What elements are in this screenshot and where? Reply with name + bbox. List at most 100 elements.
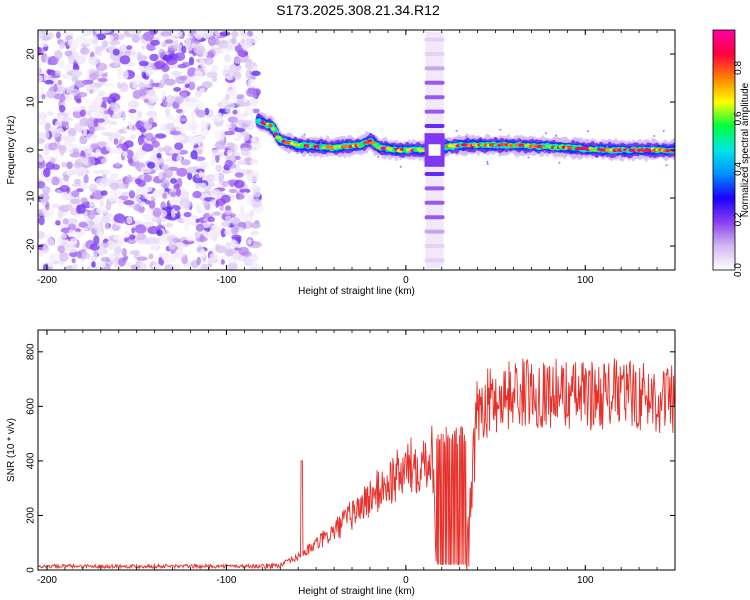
noise-blob	[51, 176, 60, 186]
noise-blob	[41, 93, 46, 100]
noise-blob	[241, 120, 252, 125]
noise-blob	[250, 137, 258, 143]
band-core	[672, 149, 675, 153]
noise-blob	[147, 236, 156, 245]
noise-blob	[170, 191, 177, 198]
noise-blob	[204, 57, 214, 66]
noise-blob	[68, 218, 78, 224]
noise-blob	[165, 265, 172, 270]
noise-blob	[109, 147, 115, 155]
noise-blob	[161, 179, 170, 189]
noise-blob	[234, 172, 244, 178]
noise-blob	[57, 58, 65, 69]
noise-blob	[128, 234, 136, 240]
noise-blob	[219, 205, 224, 212]
noise-blob	[131, 34, 140, 43]
noise-blob	[127, 30, 138, 35]
noise-blob	[199, 127, 210, 137]
noise-blob	[240, 38, 246, 45]
noise-blob	[128, 108, 137, 114]
noise-blob	[173, 52, 186, 61]
comb-line	[424, 66, 445, 71]
noise-blob	[80, 43, 90, 48]
noise-blob	[42, 36, 52, 41]
noise-blob	[121, 81, 127, 89]
noise-blob	[249, 97, 259, 107]
noise-blob	[194, 70, 203, 81]
noise-blob	[69, 83, 75, 91]
heatmap-xtick-label: 0	[403, 275, 409, 286]
heatmap-frame	[37, 29, 676, 271]
noise-blob	[101, 158, 107, 165]
noise-blob	[160, 31, 172, 37]
noise-blob	[170, 208, 176, 218]
speck	[662, 129, 665, 132]
noise-blob	[126, 174, 133, 184]
noise-blob	[165, 122, 176, 130]
noise-blob	[69, 238, 78, 246]
noise-blob	[199, 233, 205, 242]
noise-blob	[237, 50, 249, 58]
snr-ytick-label: 200	[26, 507, 37, 524]
noise-blob	[63, 245, 69, 252]
comb-line	[424, 229, 445, 234]
heatmap-ytick-label: -20	[26, 238, 37, 253]
noise-blob	[226, 89, 235, 94]
speck	[486, 162, 489, 165]
noise-blob	[250, 230, 260, 236]
colorbar-tick-label: 0.0	[733, 263, 744, 277]
noise-blob	[50, 157, 56, 164]
noise-blob	[221, 168, 232, 174]
noise-blob	[224, 159, 233, 168]
noise-blob	[218, 112, 223, 123]
noise-blob	[234, 155, 241, 160]
noise-blob	[226, 75, 234, 81]
snr-xtick-label: -100	[216, 575, 236, 586]
noise-blob	[68, 55, 75, 65]
noise-blob	[148, 200, 156, 209]
noise-blob	[38, 47, 42, 56]
speck	[587, 130, 590, 133]
noise-blob	[171, 118, 181, 124]
noise-blob	[136, 232, 147, 241]
noise-blob	[221, 220, 231, 228]
noise-blob	[150, 243, 159, 250]
noise-blob	[42, 207, 55, 218]
noise-blob	[152, 263, 162, 270]
colorbar: 0.0 0.2 0.4 0.6 0.8 Normalized spectral ampli…	[712, 29, 750, 277]
noise-blob	[169, 130, 182, 136]
noise-blob	[195, 109, 206, 118]
snr-series-line	[38, 358, 675, 570]
speck	[293, 150, 296, 153]
noise-blob	[173, 183, 180, 190]
noise-blob	[149, 94, 159, 103]
noise-blob	[89, 101, 98, 108]
noise-blob	[130, 49, 139, 59]
band-core	[564, 146, 569, 150]
speck	[303, 133, 306, 136]
chart-title: S173.2025.308.21.34.R12	[276, 2, 440, 18]
noise-blob	[89, 204, 96, 209]
noise-blob	[197, 148, 203, 155]
noise-blob	[211, 64, 218, 72]
noise-blob	[127, 100, 140, 109]
noise-blob	[92, 35, 99, 44]
noise-blob	[219, 102, 228, 107]
band-core	[553, 146, 558, 150]
noise-blob	[251, 34, 259, 44]
noise-blob	[238, 180, 243, 188]
comb-line	[424, 80, 445, 85]
noise-blob	[215, 48, 225, 55]
noise-blob	[97, 90, 106, 97]
speck	[545, 132, 547, 135]
noise-blob	[248, 210, 254, 217]
noise-blob	[54, 50, 63, 59]
noise-blob	[221, 181, 230, 188]
band-core	[292, 143, 297, 147]
noise-blob	[158, 171, 163, 180]
noise-blob	[82, 126, 88, 137]
noise-blob	[66, 110, 72, 116]
noise-blob	[119, 136, 126, 141]
noise-blob	[174, 96, 184, 104]
noise-blob	[185, 122, 193, 131]
